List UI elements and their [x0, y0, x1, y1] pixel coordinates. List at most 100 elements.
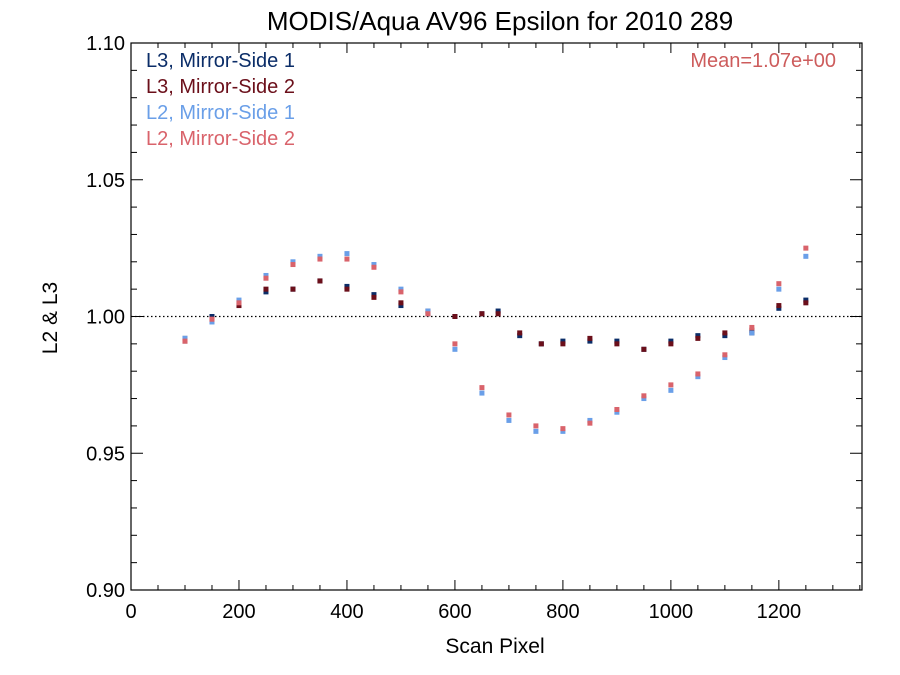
mean-annotation: Mean=1.07e+00 [690, 50, 836, 72]
data-point [517, 333, 523, 339]
data-point [803, 297, 809, 303]
data-point [452, 341, 458, 347]
data-point [479, 385, 485, 391]
legend-item: L2, Mirror-Side 2 [146, 128, 295, 150]
data-point [749, 330, 755, 336]
data-point [533, 428, 539, 434]
data-point [452, 346, 458, 352]
data-point [722, 355, 728, 361]
data-point [398, 289, 404, 295]
legend-item: L2, Mirror-Side 1 [146, 102, 295, 124]
data-point [668, 341, 674, 347]
data-point [209, 314, 215, 319]
data-point [695, 335, 701, 341]
data-point [749, 324, 755, 330]
data-point [344, 251, 350, 257]
data-point [263, 272, 269, 278]
data-point [317, 253, 323, 259]
data-point [371, 294, 377, 300]
data-point [803, 253, 809, 259]
data-point [506, 412, 512, 418]
data-point [506, 417, 512, 423]
y-tick-label: 1.00 [86, 307, 125, 329]
legend-item: L3, Mirror-Side 2 [146, 76, 295, 98]
data-point [749, 327, 755, 333]
series-2 [182, 278, 809, 352]
data-point [641, 393, 647, 399]
data-point [344, 256, 350, 262]
data-point [344, 283, 350, 289]
data-point [452, 314, 458, 319]
data-point [614, 341, 620, 347]
data-point [371, 292, 377, 298]
data-point [209, 319, 215, 325]
data-point [776, 303, 782, 309]
data-point [398, 300, 404, 306]
data-point [538, 341, 544, 347]
data-point [236, 300, 242, 306]
y-tick-label: 1.05 [86, 170, 125, 192]
data-point [495, 308, 501, 314]
data-point [560, 426, 566, 432]
data-point [560, 338, 566, 344]
data-point [695, 374, 701, 380]
legend: L3, Mirror-Side 1 L3, Mirror-Side 2 L2, Mi… [146, 50, 295, 150]
data-point [587, 417, 593, 423]
x-tick-label: 0 [125, 601, 136, 623]
data-point [695, 333, 701, 339]
data-point [236, 297, 242, 303]
data-point [614, 338, 620, 344]
legend-item: L3, Mirror-Side 1 [146, 50, 295, 72]
data-point [776, 286, 782, 292]
data-point [587, 335, 593, 341]
data-point [317, 278, 323, 284]
data-point [182, 338, 188, 344]
plot-area: 0 200 400 600 800 1000 1200 0.90 0.95 1.00 1.05 1.1… [86, 33, 863, 623]
data-point [290, 286, 296, 292]
data-point [317, 256, 323, 262]
data-point [641, 396, 647, 402]
x-tick-label: 800 [546, 601, 579, 623]
x-tick-label: 400 [330, 601, 363, 623]
data-point [587, 338, 593, 344]
data-point [371, 264, 377, 270]
data-point [722, 330, 728, 336]
data-point [263, 275, 269, 281]
data-point [587, 420, 593, 426]
data-point [290, 262, 296, 268]
data-point [695, 371, 701, 377]
data-point [560, 428, 566, 434]
series-1 [182, 278, 809, 352]
data-point [803, 245, 809, 251]
data-point [398, 286, 404, 292]
data-point [425, 308, 431, 314]
x-tick-label: 1000 [649, 601, 694, 623]
y-tick-label: 0.95 [86, 443, 125, 465]
data-point [495, 311, 501, 317]
data-point [668, 387, 674, 393]
data-point [398, 303, 404, 309]
data-point [344, 286, 350, 292]
data-point [614, 406, 620, 412]
y-tick-label: 0.90 [86, 580, 125, 602]
x-tick-label: 200 [222, 601, 255, 623]
data-point [776, 281, 782, 287]
data-point [263, 289, 269, 295]
data-point [668, 382, 674, 388]
series-4 [182, 245, 809, 432]
data-point [803, 300, 809, 306]
data-point [668, 338, 674, 344]
data-point [560, 341, 566, 347]
data-point [776, 305, 782, 311]
x-tick-label: 1200 [757, 601, 802, 623]
x-axis-label: Scan Pixel [445, 635, 544, 658]
data-point [722, 352, 728, 358]
chart-title: MODIS/Aqua AV96 Epsilon for 2010 289 [267, 6, 733, 36]
y-axis-label: L2 & L3 [39, 282, 62, 354]
x-tick-label: 600 [438, 601, 471, 623]
data-point [209, 316, 215, 322]
data-point [533, 423, 539, 429]
data-point [722, 333, 728, 339]
data-point [290, 259, 296, 265]
